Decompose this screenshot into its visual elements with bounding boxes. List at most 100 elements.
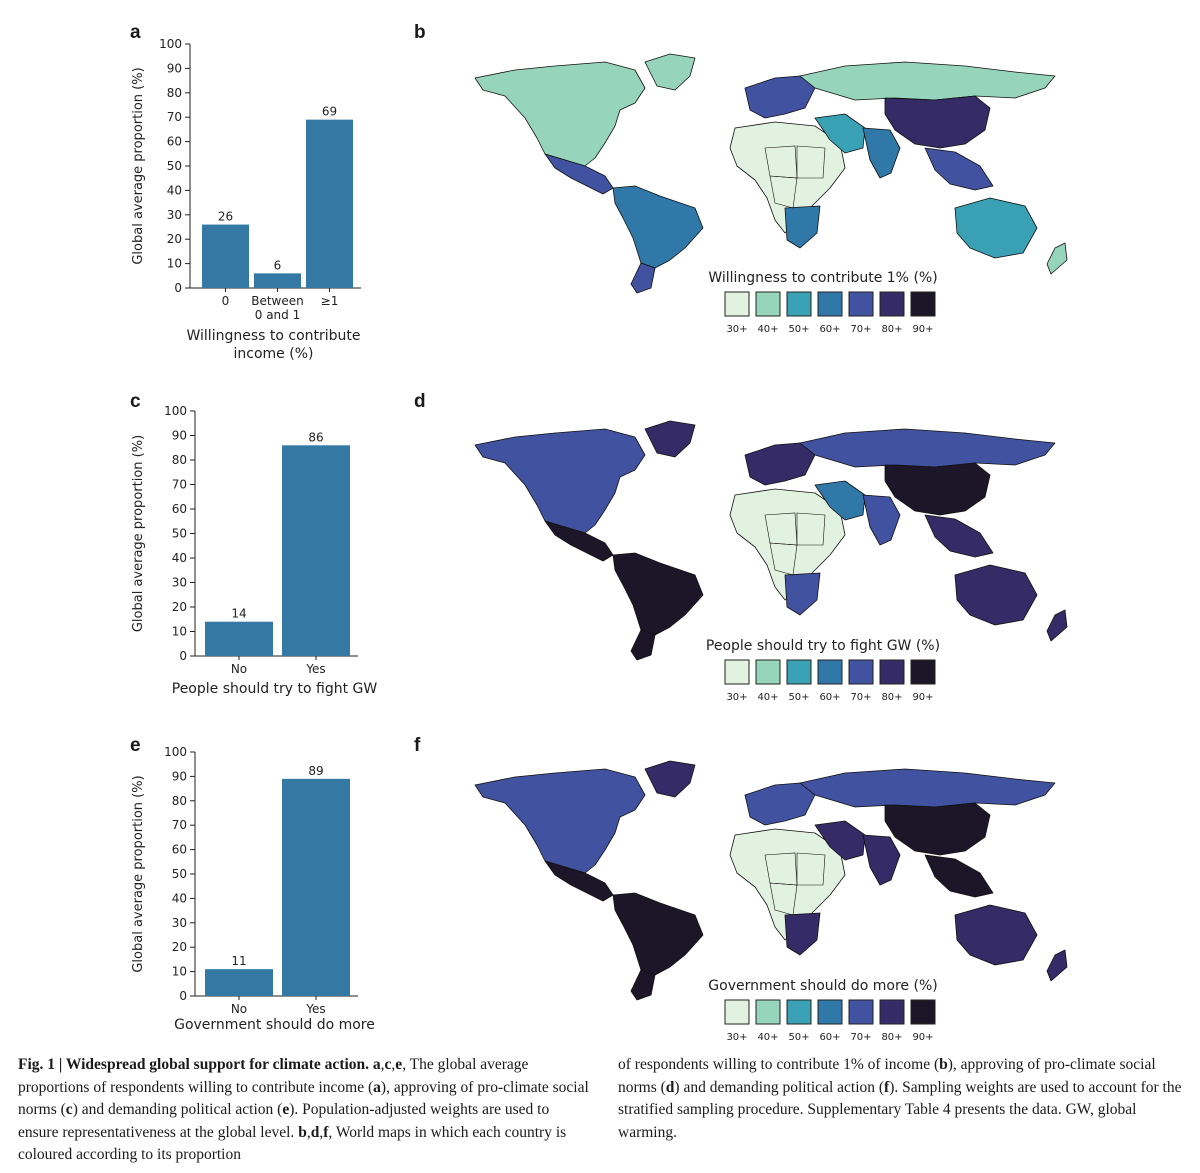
y-tick-label: 90 (172, 769, 187, 783)
legend-swatch (817, 291, 843, 317)
caption-text: ) and demanding political action ( (674, 1078, 885, 1096)
caption-text: , World maps in which each country is co… (18, 1123, 567, 1164)
legend-swatch (817, 659, 843, 685)
y-tick-label: 20 (172, 940, 187, 954)
russia-region (799, 61, 1056, 101)
southeast-asia-region (924, 514, 994, 558)
y-tick-label: 40 (172, 551, 187, 565)
north-america-region (474, 428, 646, 534)
new-zealand-region (1046, 242, 1068, 275)
caption-ref-b: b (298, 1123, 307, 1141)
caption-ref-a: a (372, 1056, 381, 1073)
bar (282, 778, 350, 996)
legend-label: 80+ (881, 324, 902, 335)
europe-region (744, 75, 816, 119)
y-tick-label: 50 (167, 159, 182, 173)
caption-ref-f: f (323, 1123, 329, 1141)
y-tick-label: 100 (164, 404, 187, 418)
y-tick-label: 100 (164, 745, 187, 759)
y-tick-label: 60 (172, 843, 187, 857)
legend-swatch (848, 291, 874, 317)
country-border (796, 145, 826, 179)
country-border (796, 852, 826, 886)
south-america-south-region (630, 629, 656, 661)
country-border (769, 542, 798, 576)
legend-label: 80+ (881, 692, 902, 703)
caption-text: ) and demanding political action ( (72, 1101, 283, 1118)
caption-ref-f2: f (884, 1078, 890, 1096)
map-legend-f: Government should do more (%) 30+ 40+ 50+ 60… (708, 978, 937, 1043)
bar-value-label: 69 (322, 105, 337, 119)
y-tick-label: 70 (172, 478, 187, 492)
caption-ref-c: c (384, 1056, 392, 1073)
y-tick-label: 60 (167, 135, 182, 149)
south-asia-region (862, 127, 901, 179)
south-asia-region (862, 834, 901, 886)
caption-text: ), approving of pro-climate social norms… (618, 1056, 1156, 1096)
x-tick-label: Yes (305, 662, 325, 676)
caption-ref-c2: c (65, 1101, 73, 1118)
x-tick-label: ≥1 (321, 294, 339, 308)
legend-label: 30+ (726, 324, 747, 335)
y-tick-label: 10 (167, 257, 182, 271)
bar (282, 445, 350, 656)
y-tick-label: 80 (167, 86, 182, 100)
x-axis-label: Willingness to contribute (186, 328, 360, 344)
legend-label: 80+ (881, 1032, 902, 1043)
x-axis-label: income (%) (234, 346, 314, 362)
panel-label-e: e (130, 735, 141, 756)
x-axis-label: Government should do more (174, 1017, 375, 1033)
legend-title: Willingness to contribute 1% (%) (708, 270, 937, 286)
greenland-region (644, 53, 696, 91)
panel-label-a: a (130, 22, 141, 43)
legend-swatch (910, 999, 936, 1025)
caption-text: of respondents willing to contribute 1% … (618, 1056, 940, 1073)
new-zealand-region (1046, 609, 1068, 642)
caption-ref-d2: d (665, 1078, 675, 1096)
legend-swatch (879, 291, 905, 317)
central-america-region (544, 153, 614, 195)
bar (205, 621, 273, 656)
bar-value-label: 86 (308, 430, 323, 444)
legend-swatch (848, 999, 874, 1025)
new-zealand-region (1046, 949, 1068, 982)
map-legend-d: People should try to fight GW (%) 30+ 40+ 5… (706, 638, 940, 703)
legend-swatch (786, 291, 812, 317)
y-axis-label: Global average proportion (%) (131, 435, 146, 632)
y-tick-label: 30 (167, 208, 182, 222)
legend-swatch (724, 659, 750, 685)
x-tick-label: 0 (222, 294, 230, 308)
caption-text: ). Population-adjusted weights are used … (18, 1101, 550, 1141)
legend-title: People should try to fight GW (%) (706, 638, 940, 654)
y-tick-label: 90 (167, 61, 182, 75)
legend-label: 50+ (788, 324, 809, 335)
middle-east-region (814, 113, 866, 154)
legend-swatch (724, 291, 750, 317)
caption-ref-d: d (310, 1123, 320, 1141)
south-america-region (612, 892, 704, 976)
y-tick-label: 50 (172, 527, 187, 541)
legend-label: 40+ (757, 1032, 778, 1043)
southern-africa-region (784, 572, 821, 616)
legend-title: Government should do more (%) (708, 978, 937, 994)
x-tick-label: 0 and 1 (255, 308, 300, 322)
bar-value-label: 89 (308, 764, 323, 778)
x-tick-label: Yes (305, 1002, 325, 1016)
y-tick-label: 20 (167, 232, 182, 246)
panel-label-d: d (414, 391, 426, 412)
south-america-south-region (630, 969, 656, 1001)
y-tick-label: 30 (172, 576, 187, 590)
bar-chart-c: 0 10 20 30 40 50 60 70 80 90 100 Global average pro… (131, 404, 377, 697)
south-america-region (612, 185, 704, 269)
y-tick-label: 100 (159, 37, 182, 51)
y-tick-label: 30 (172, 916, 187, 930)
bar-value-label: 26 (218, 210, 233, 224)
north-america-region (474, 61, 646, 167)
central-america-region (544, 860, 614, 902)
legend-label: 90+ (912, 324, 933, 335)
world-map-f (474, 760, 1068, 1001)
x-tick-label: No (231, 662, 247, 676)
australia-region (954, 564, 1038, 626)
y-tick-label: 40 (172, 891, 187, 905)
country-border (796, 512, 826, 546)
